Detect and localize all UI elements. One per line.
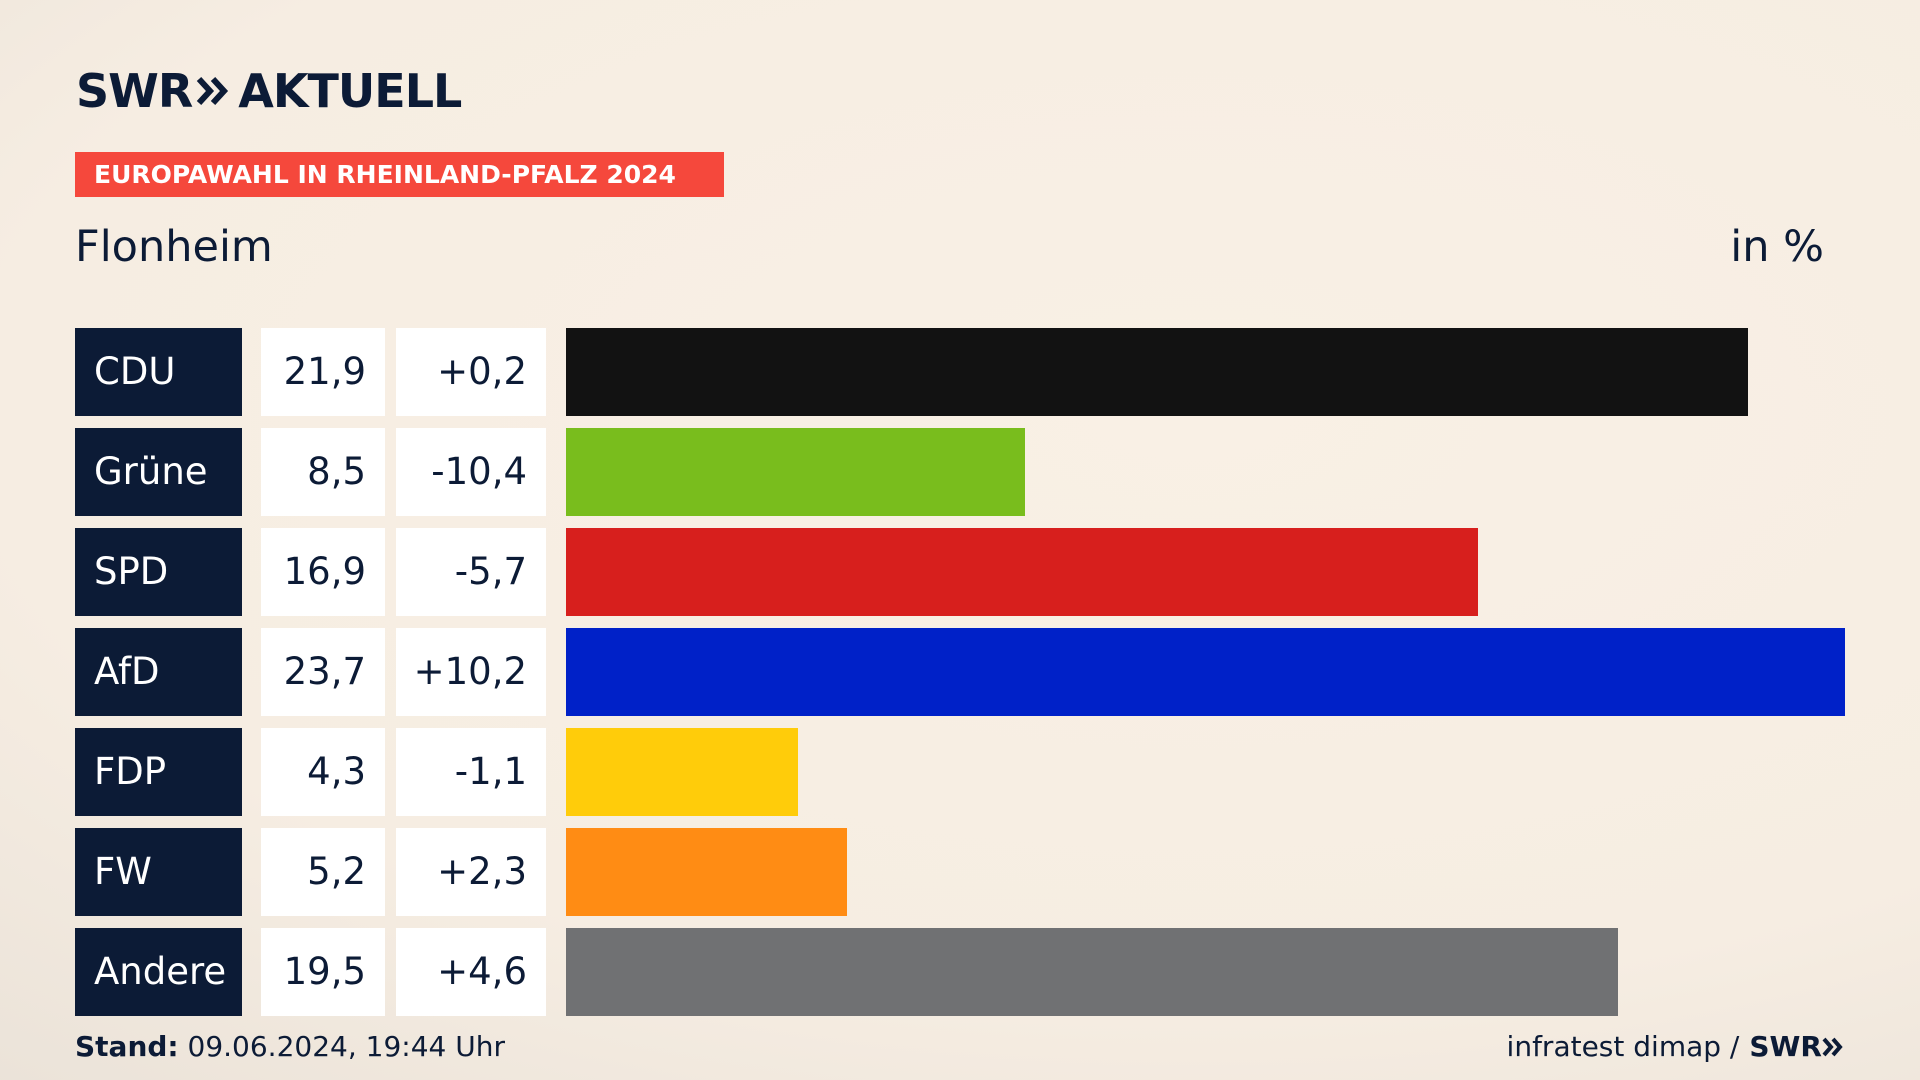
result-row-fw: FW 5,2 +2,3 — [75, 828, 1845, 916]
vote-share-value: 19,5 — [261, 928, 385, 1016]
bar-spd — [566, 528, 1478, 616]
region-title: Flonheim — [75, 222, 273, 272]
bar-andere — [566, 928, 1618, 1016]
logo-swr-text: SWR — [76, 64, 193, 118]
result-row-spd: SPD 16,9 -5,7 — [75, 528, 1845, 616]
result-row-cdu: CDU 21,9 +0,2 — [75, 328, 1845, 416]
result-row-afd: AfD 23,7 +10,2 — [75, 628, 1845, 716]
party-label: Grüne — [75, 428, 242, 516]
party-label: SPD — [75, 528, 242, 616]
party-label: Andere — [75, 928, 242, 1016]
mini-chevron-icon — [1822, 1037, 1843, 1056]
result-row-fdp: FDP 4,3 -1,1 — [75, 728, 1845, 816]
vote-change-value: +0,2 — [396, 328, 546, 416]
source-credit: infratest dimap / SWR — [1507, 1030, 1844, 1063]
vote-change-value: -10,4 — [396, 428, 546, 516]
vote-share-value: 16,9 — [261, 528, 385, 616]
bar-gruene — [566, 428, 1025, 516]
unit-label: in % — [1730, 222, 1824, 272]
source-text: infratest dimap / — [1506, 1030, 1740, 1063]
vote-change-value: -5,7 — [396, 528, 546, 616]
stand-label: Stand: — [75, 1030, 179, 1063]
stand-value: 09.06.2024, 19:44 Uhr — [178, 1030, 505, 1063]
party-label: FW — [75, 828, 242, 916]
result-row-andere: Andere 19,5 +4,6 — [75, 928, 1845, 1016]
result-row-gruene: Grüne 8,5 -10,4 — [75, 428, 1845, 516]
mini-logo-text: SWR — [1749, 1030, 1822, 1063]
vote-change-value: +4,6 — [396, 928, 546, 1016]
vote-share-value: 4,3 — [261, 728, 385, 816]
vote-change-value: -1,1 — [396, 728, 546, 816]
party-label: CDU — [75, 328, 242, 416]
party-label: FDP — [75, 728, 242, 816]
vote-change-value: +10,2 — [396, 628, 546, 716]
vote-share-value: 21,9 — [261, 328, 385, 416]
swr-mini-logo: SWR — [1749, 1030, 1844, 1063]
double-chevron-icon — [196, 76, 230, 106]
bar-fdp — [566, 728, 798, 816]
swr-aktuell-logo: SWR AKTUELL — [76, 64, 462, 118]
vote-share-value: 23,7 — [261, 628, 385, 716]
vote-share-value: 5,2 — [261, 828, 385, 916]
bar-fw — [566, 828, 847, 916]
vote-share-value: 8,5 — [261, 428, 385, 516]
bar-afd — [566, 628, 1845, 716]
timestamp: Stand: 09.06.2024, 19:44 Uhr — [75, 1030, 505, 1063]
logo-aktuell-text: AKTUELL — [238, 64, 462, 118]
vote-change-value: +2,3 — [396, 828, 546, 916]
party-label: AfD — [75, 628, 242, 716]
bar-cdu — [566, 328, 1748, 416]
election-badge: EUROPAWAHL IN RHEINLAND-PFALZ 2024 — [75, 152, 724, 197]
